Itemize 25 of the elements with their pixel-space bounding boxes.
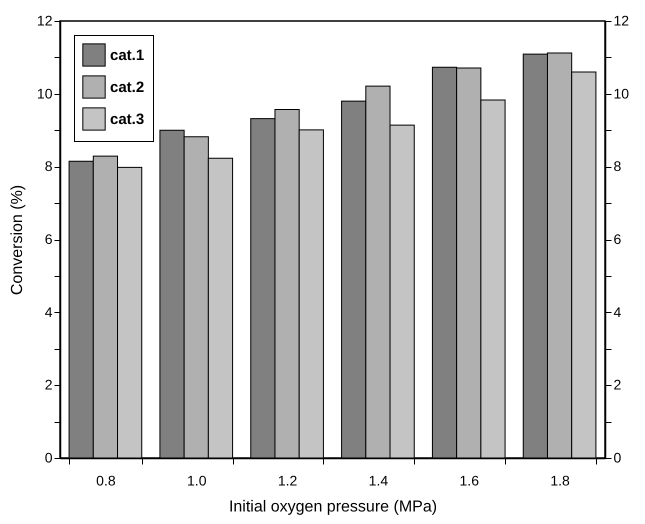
y-tick-label: 4	[44, 304, 53, 320]
y2-tick-label: 6	[614, 231, 622, 247]
y2-tick-label: 0	[614, 450, 622, 466]
y-tick-label: 2	[44, 376, 53, 393]
x-tick-label: 1.4	[368, 472, 388, 488]
legend-label: cat.2	[110, 79, 144, 96]
y-tick-label: 6	[44, 231, 53, 247]
y-tick-label: 10	[36, 85, 53, 102]
y2-tick-label: 4	[614, 304, 622, 320]
x-tick-label: 1.0	[187, 472, 207, 488]
y2-tick-label: 8	[614, 158, 622, 174]
x-tick-label: 1.8	[550, 472, 570, 488]
legend-label: cat.1	[110, 47, 144, 64]
y-tick-label: 12	[36, 12, 53, 28]
y2-tick-label: 10	[614, 85, 630, 102]
y-tick-label: 8	[44, 158, 53, 174]
x-tick-label: 0.8	[96, 472, 116, 488]
x-tick-label: 1.2	[278, 472, 298, 488]
y-tick-label: 0	[44, 450, 53, 466]
y2-tick-label: 12	[614, 12, 630, 28]
y2-tick-label: 2	[614, 376, 622, 393]
legend-label: cat.3	[110, 111, 144, 128]
x-tick-label: 1.6	[460, 472, 480, 488]
y-axis-title: Conversion (%)	[8, 184, 26, 296]
x-axis-title: Initial oxygen pressure (MPa)	[228, 498, 438, 516]
